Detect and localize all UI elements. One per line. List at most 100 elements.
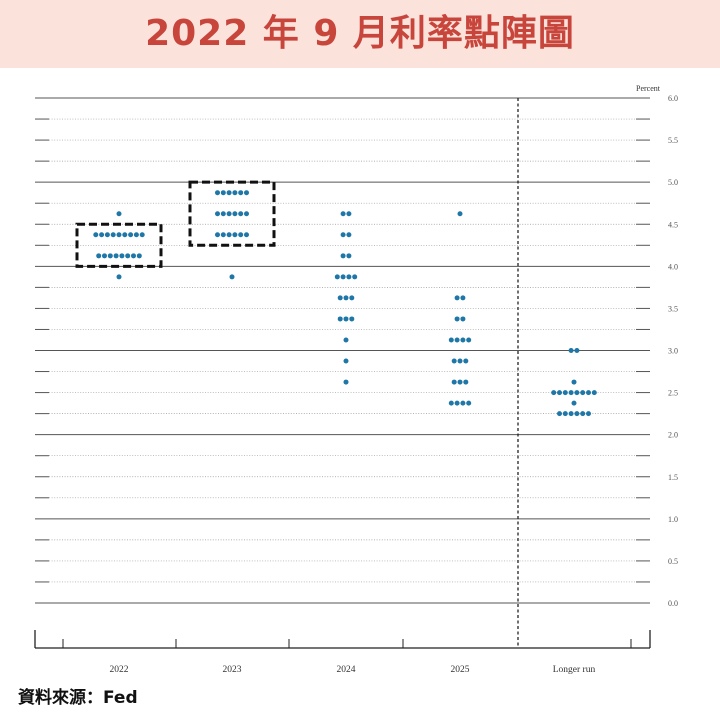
y-tick-label: 1.5 xyxy=(668,473,678,482)
dot-point xyxy=(238,211,244,217)
dot-point xyxy=(334,274,340,280)
dot-point xyxy=(232,190,238,196)
y-tick-label: 5.0 xyxy=(668,178,678,187)
dot-point xyxy=(574,390,580,396)
header-banner xyxy=(0,0,720,68)
dot-point xyxy=(457,211,463,217)
dot-point xyxy=(346,232,352,238)
y-tick-label: 5.5 xyxy=(668,136,678,145)
x-category-label: 2022 xyxy=(110,665,129,675)
dot-point xyxy=(215,190,220,196)
dot-point xyxy=(340,211,346,217)
dot-point xyxy=(352,274,358,280)
dot-point xyxy=(107,253,113,259)
dot-point xyxy=(586,390,591,396)
dot-point xyxy=(460,400,466,406)
y-tick-label: 4.0 xyxy=(668,262,678,271)
y-axis-label: Percent xyxy=(636,84,661,93)
dot-point xyxy=(238,232,244,238)
dot-point xyxy=(568,411,574,417)
dot-point xyxy=(454,400,460,406)
dot-point xyxy=(349,316,355,322)
dot-point xyxy=(340,253,346,259)
dot-point xyxy=(557,390,562,396)
dot-point xyxy=(448,400,454,406)
dot-point xyxy=(133,232,139,238)
dot-point xyxy=(454,316,460,322)
dot-point xyxy=(232,232,238,238)
dot-point xyxy=(457,358,463,364)
dot-point xyxy=(215,211,220,217)
dot-point xyxy=(551,390,557,396)
dot-point xyxy=(574,411,580,417)
dot-point xyxy=(454,337,460,343)
dot-point xyxy=(562,411,568,417)
dot-point xyxy=(244,190,249,196)
dot-point xyxy=(349,295,355,301)
dot-point xyxy=(343,358,349,364)
dot-point xyxy=(580,390,586,396)
dot-point xyxy=(591,390,597,396)
dot-point xyxy=(571,400,577,406)
dot-point xyxy=(119,253,125,259)
dot-point xyxy=(139,232,145,238)
dot-point xyxy=(571,379,577,385)
dot-point xyxy=(220,211,226,217)
dot-point xyxy=(557,411,562,417)
dot-point xyxy=(346,253,352,259)
page-title: 2022 年 9 月利率點陣圖 xyxy=(145,13,575,54)
y-tick-label: 2.0 xyxy=(668,431,678,440)
dot-point xyxy=(343,379,349,385)
x-category-label: 2024 xyxy=(337,665,356,675)
dot-point xyxy=(131,253,136,259)
dot-point xyxy=(116,211,122,217)
dot-point xyxy=(215,232,220,238)
highlight-box xyxy=(188,180,276,247)
dot-point xyxy=(229,274,235,280)
dot-point xyxy=(238,190,244,196)
highlight-box xyxy=(75,222,163,268)
dot-point xyxy=(448,337,454,343)
dot-point xyxy=(454,295,460,301)
dot-point xyxy=(226,190,232,196)
dot-point xyxy=(340,274,346,280)
dot-point xyxy=(220,232,226,238)
dot-point xyxy=(460,337,466,343)
x-category-label: 2025 xyxy=(451,665,470,675)
y-tick-label: 0.5 xyxy=(668,557,678,566)
dot-point xyxy=(562,390,568,396)
dot-point xyxy=(574,348,580,353)
dot-point xyxy=(340,232,346,238)
dot-point xyxy=(102,253,107,259)
y-tick-label: 2.5 xyxy=(668,389,678,398)
dot-point xyxy=(343,295,349,301)
dot-point xyxy=(580,411,586,417)
y-tick-label: 1.0 xyxy=(668,515,678,524)
y-tick-label: 3.5 xyxy=(668,304,678,313)
y-tick-label: 0.0 xyxy=(668,599,678,608)
dot-point xyxy=(466,337,472,343)
dot-point xyxy=(110,232,116,238)
x-category-label: 2023 xyxy=(223,665,242,675)
dot-point xyxy=(586,411,591,417)
dot-point xyxy=(226,211,232,217)
dot-point xyxy=(343,337,349,343)
y-tick-label: 4.5 xyxy=(668,220,678,229)
y-tick-label: 6.0 xyxy=(668,94,678,103)
dot-point xyxy=(116,232,122,238)
dot-point xyxy=(220,190,226,196)
dot-point xyxy=(99,232,105,238)
dot-point xyxy=(451,379,457,385)
dot-point xyxy=(244,211,249,217)
dot-point xyxy=(96,253,102,259)
dot-point xyxy=(568,348,574,353)
dot-point xyxy=(116,274,122,280)
dot-point xyxy=(337,295,343,301)
dot-point xyxy=(343,316,349,322)
dot-point xyxy=(232,211,238,217)
dot-point xyxy=(451,358,457,364)
dot-point xyxy=(113,253,119,259)
dot-point xyxy=(460,295,466,301)
dot-point xyxy=(226,232,232,238)
dot-point xyxy=(244,232,249,238)
